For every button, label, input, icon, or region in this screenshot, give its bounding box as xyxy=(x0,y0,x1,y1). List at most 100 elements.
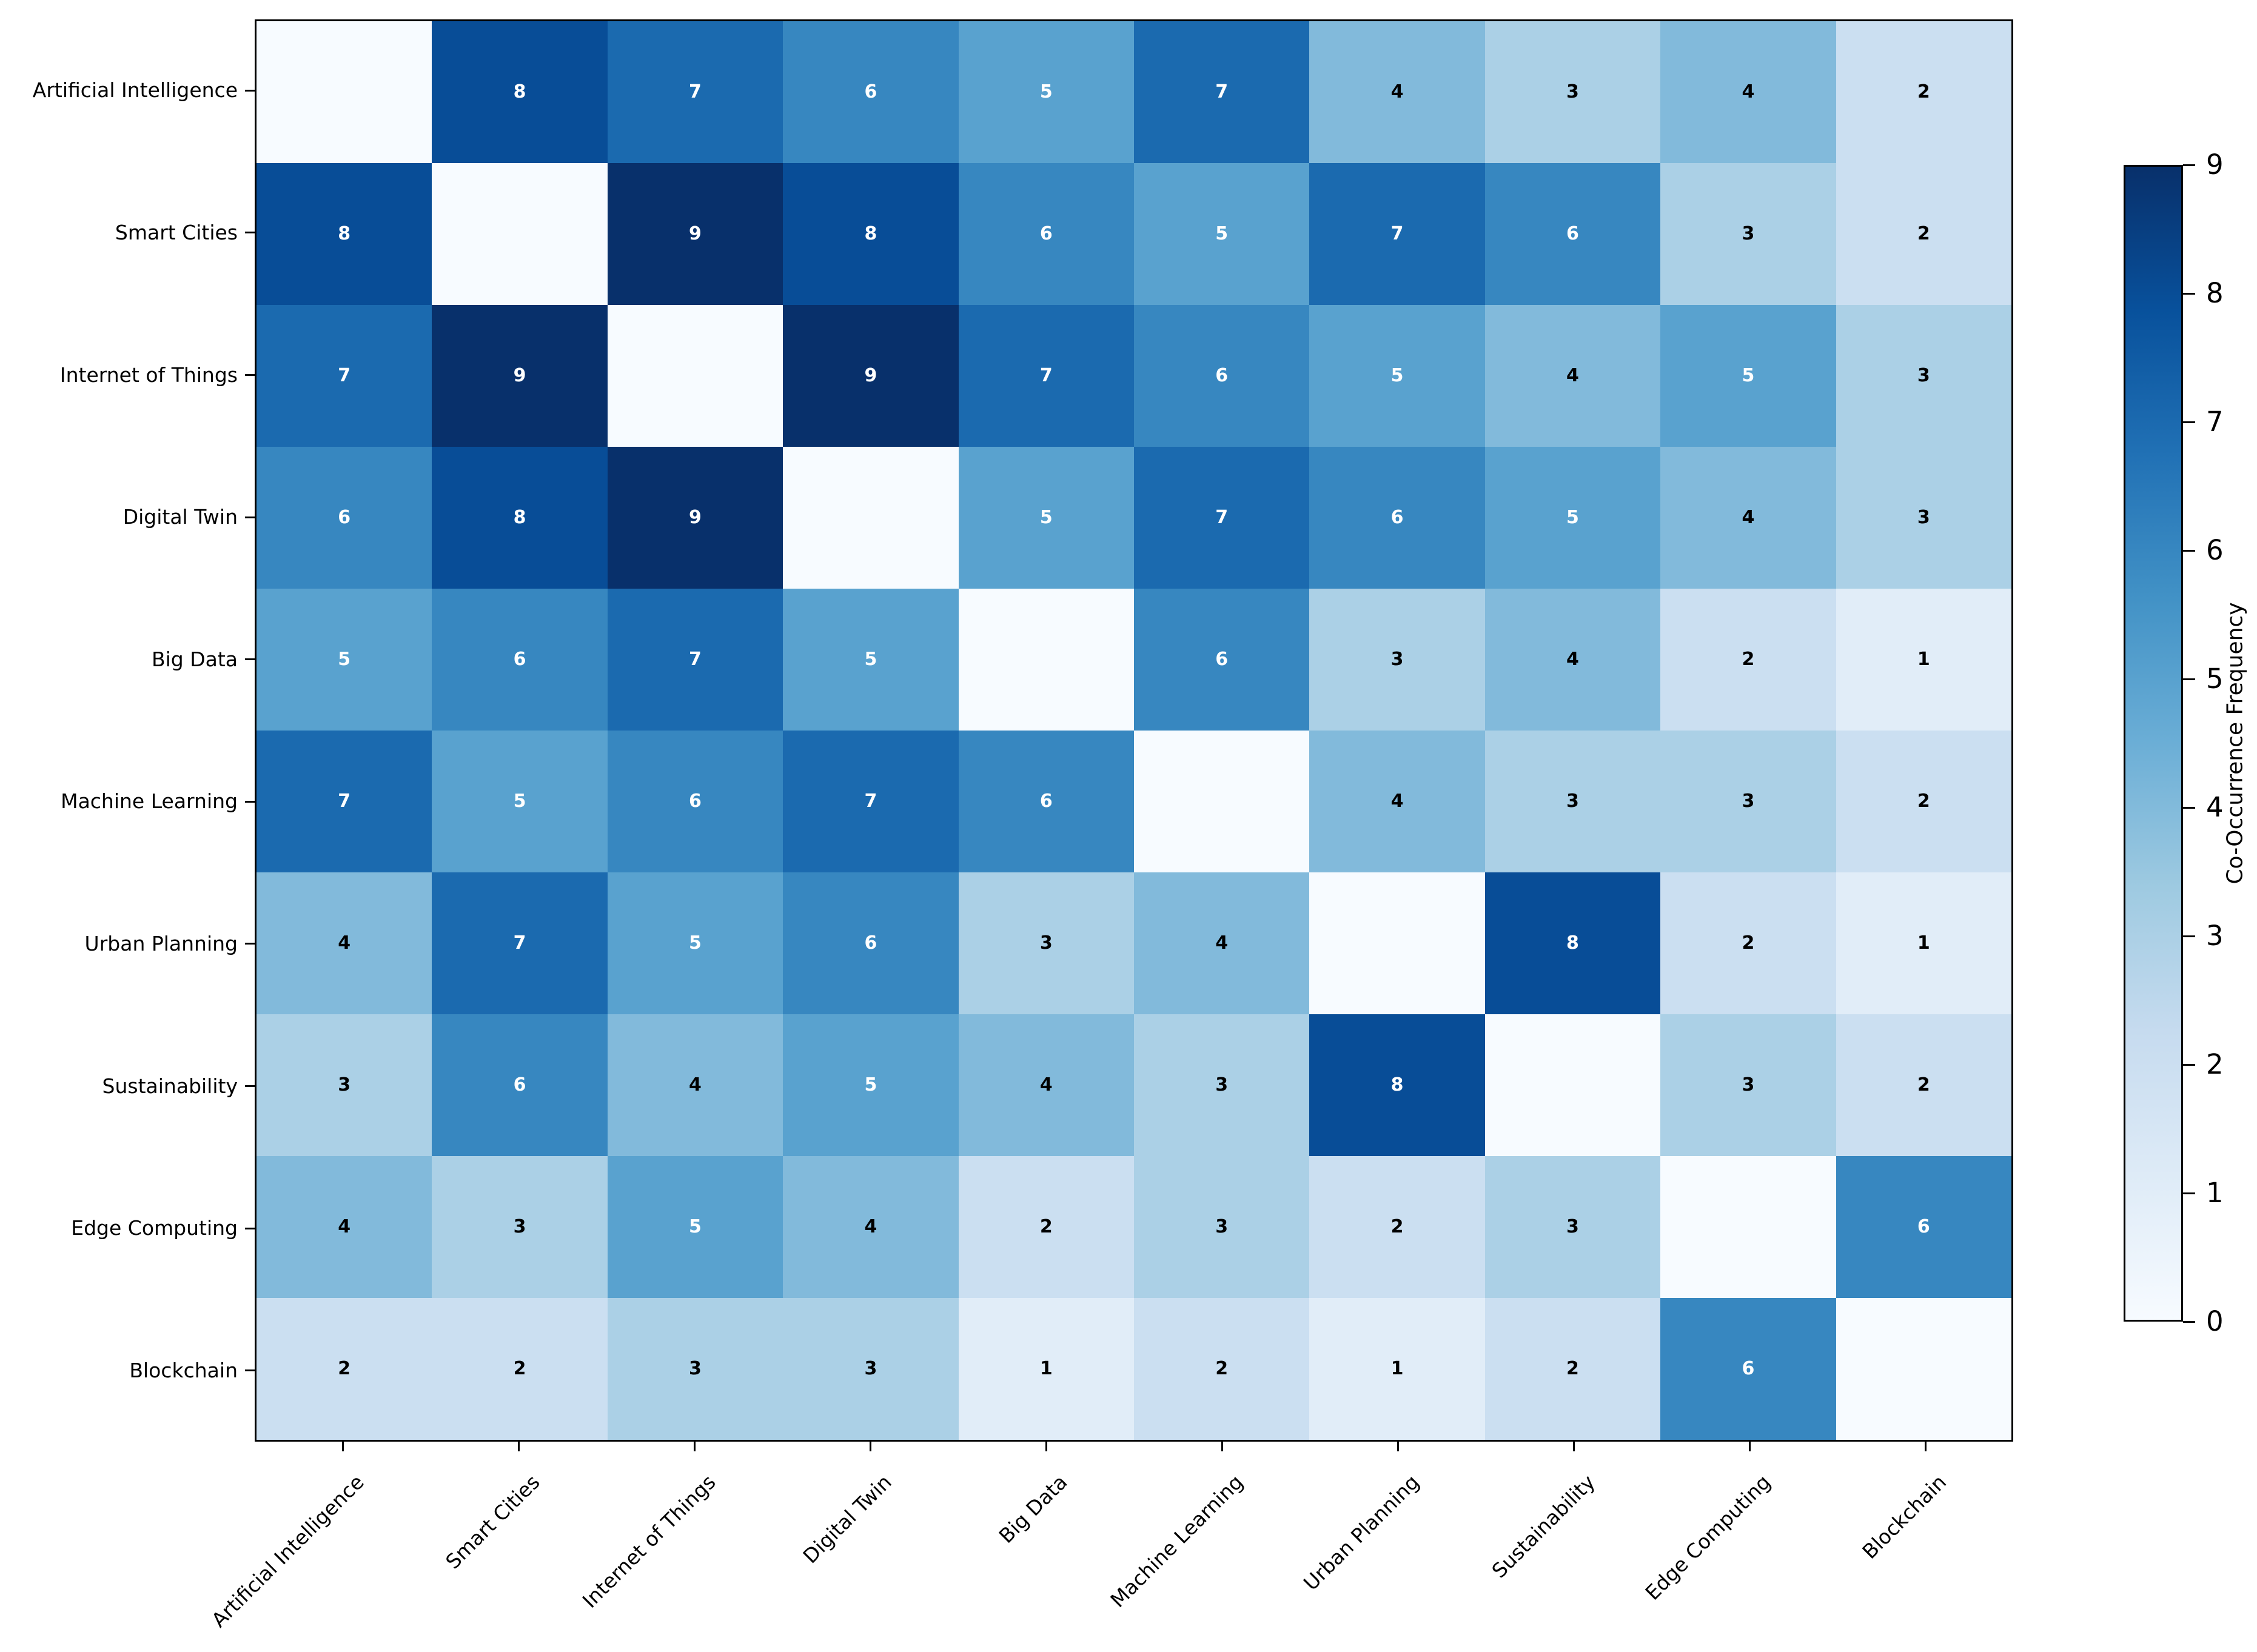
cell-value: 2 xyxy=(1566,1358,1579,1379)
heatmap-cell: 4 xyxy=(1660,447,1836,589)
y-tick xyxy=(245,658,255,661)
heatmap-cell: 8 xyxy=(783,163,959,305)
cell-value: 9 xyxy=(513,365,526,386)
cell-value: 6 xyxy=(1566,223,1579,244)
x-tick-label: Machine Learning xyxy=(1105,1470,1248,1612)
y-tick xyxy=(245,1085,255,1087)
heatmap-cell: 5 xyxy=(1133,163,1310,305)
y-tick xyxy=(245,1227,255,1229)
heatmap-cell: 7 xyxy=(607,21,783,163)
heatmap-cell: 4 xyxy=(1309,731,1485,872)
cell-value: 6 xyxy=(1039,223,1053,244)
cell-value: 3 xyxy=(1742,791,1755,812)
heatmap-cell: 1 xyxy=(958,1298,1134,1440)
heatmap-cell xyxy=(607,305,783,447)
heatmap-cell: 7 xyxy=(1309,163,1485,305)
heatmap-cell: 4 xyxy=(607,1014,783,1156)
cell-value: 8 xyxy=(1390,1074,1404,1095)
y-tick xyxy=(245,374,255,376)
heatmap-cell: 3 xyxy=(1660,731,1836,872)
x-tick-label: Internet of Things xyxy=(577,1470,720,1613)
heatmap-cell: 5 xyxy=(958,447,1134,589)
heatmap-cell: 3 xyxy=(1309,589,1485,731)
cell-value: 3 xyxy=(1566,1216,1579,1237)
heatmap-cell: 2 xyxy=(1836,731,2011,872)
x-tick xyxy=(517,1442,520,1451)
cell-value: 1 xyxy=(1039,1358,1053,1379)
cell-value: 2 xyxy=(1039,1216,1053,1237)
x-tick-label: Sustainability xyxy=(1486,1470,1600,1583)
cell-value: 4 xyxy=(1215,932,1229,954)
cell-value: 6 xyxy=(864,81,877,102)
x-tick xyxy=(1572,1442,1575,1451)
cell-value: 4 xyxy=(338,1216,351,1237)
heatmap-cell: 3 xyxy=(257,1014,432,1156)
cell-value: 7 xyxy=(689,81,702,102)
colorbar-label: Co-Occurrence Frequency xyxy=(2222,602,2248,885)
heatmap-cell: 3 xyxy=(432,1156,608,1298)
heatmap-cell xyxy=(783,447,959,589)
y-tick-label: Blockchain xyxy=(129,1358,238,1382)
cell-value: 8 xyxy=(1566,932,1579,954)
colorbar-tick-label: 1 xyxy=(2206,1177,2224,1209)
cell-value: 4 xyxy=(1566,649,1579,670)
cell-value: 9 xyxy=(689,223,702,244)
x-tick xyxy=(341,1442,344,1451)
cell-value: 3 xyxy=(338,1074,351,1095)
cell-value: 2 xyxy=(1742,932,1755,954)
cell-value: 3 xyxy=(1215,1216,1229,1237)
colorbar-tick xyxy=(2183,678,2195,680)
cell-value: 3 xyxy=(1390,649,1404,670)
x-tick xyxy=(1748,1442,1751,1451)
heatmap-cell: 6 xyxy=(1309,447,1485,589)
cell-value: 1 xyxy=(1390,1358,1404,1379)
cell-value: 6 xyxy=(1215,649,1229,670)
colorbar-tick xyxy=(2183,1063,2195,1066)
cell-value: 7 xyxy=(689,649,702,670)
y-tick-label: Big Data xyxy=(151,647,238,671)
cell-value: 7 xyxy=(864,791,877,812)
heatmap-cell: 6 xyxy=(1660,1298,1836,1440)
cell-value: 7 xyxy=(1215,81,1229,102)
y-tick-label: Smart Cities xyxy=(115,220,238,244)
x-tick xyxy=(1221,1442,1223,1451)
heatmap-cell: 4 xyxy=(1309,21,1485,163)
heatmap-cell: 2 xyxy=(257,1298,432,1440)
heatmap-cell: 3 xyxy=(1484,1156,1661,1298)
cell-value: 4 xyxy=(1039,1074,1053,1095)
colorbar-gradient xyxy=(2125,167,2181,1320)
y-tick xyxy=(245,89,255,92)
heatmap-cell: 6 xyxy=(783,872,959,1014)
heatmap-plot-area: 8 7 6 5 7 4 3 4 2 8 9 8 6 5 7 6 3 2 7 9 9 7 6 5 4 5 3 6 8 9 5 7 6 5 4 3 5 6 7 5… xyxy=(255,19,2013,1442)
heatmap-cell: 2 xyxy=(1836,1014,2011,1156)
heatmap-cell xyxy=(1133,731,1310,872)
cell-value: 7 xyxy=(1390,223,1404,244)
heatmap-cell xyxy=(257,21,432,163)
cell-value: 3 xyxy=(1039,932,1053,954)
cell-value: 6 xyxy=(1742,1358,1755,1379)
x-tick-label: Smart Cities xyxy=(441,1470,545,1574)
heatmap-cell: 5 xyxy=(607,872,783,1014)
heatmap-cell: 5 xyxy=(432,731,608,872)
heatmap-cell: 6 xyxy=(958,731,1134,872)
heatmap-cell: 7 xyxy=(1133,447,1310,589)
cell-value: 4 xyxy=(1742,81,1755,102)
x-tick-label: Blockchain xyxy=(1857,1470,1951,1563)
heatmap-cell xyxy=(1660,1156,1836,1298)
cell-value: 5 xyxy=(1039,507,1053,528)
y-tick-label: Urban Planning xyxy=(84,931,238,955)
cell-value: 6 xyxy=(864,932,877,954)
x-tick-label: Edge Computing xyxy=(1640,1470,1776,1605)
cell-value: 5 xyxy=(864,649,877,670)
y-tick xyxy=(245,516,255,518)
heatmap-cell: 3 xyxy=(1484,731,1661,872)
heatmap-cell: 5 xyxy=(607,1156,783,1298)
cell-value: 6 xyxy=(1215,365,1229,386)
heatmap-cell: 3 xyxy=(1133,1156,1310,1298)
heatmap-cell: 3 xyxy=(1660,163,1836,305)
colorbar-tick xyxy=(2183,806,2195,809)
cell-value: 8 xyxy=(513,507,526,528)
heatmap-cell: 4 xyxy=(958,1014,1134,1156)
x-tick xyxy=(1924,1442,1927,1451)
